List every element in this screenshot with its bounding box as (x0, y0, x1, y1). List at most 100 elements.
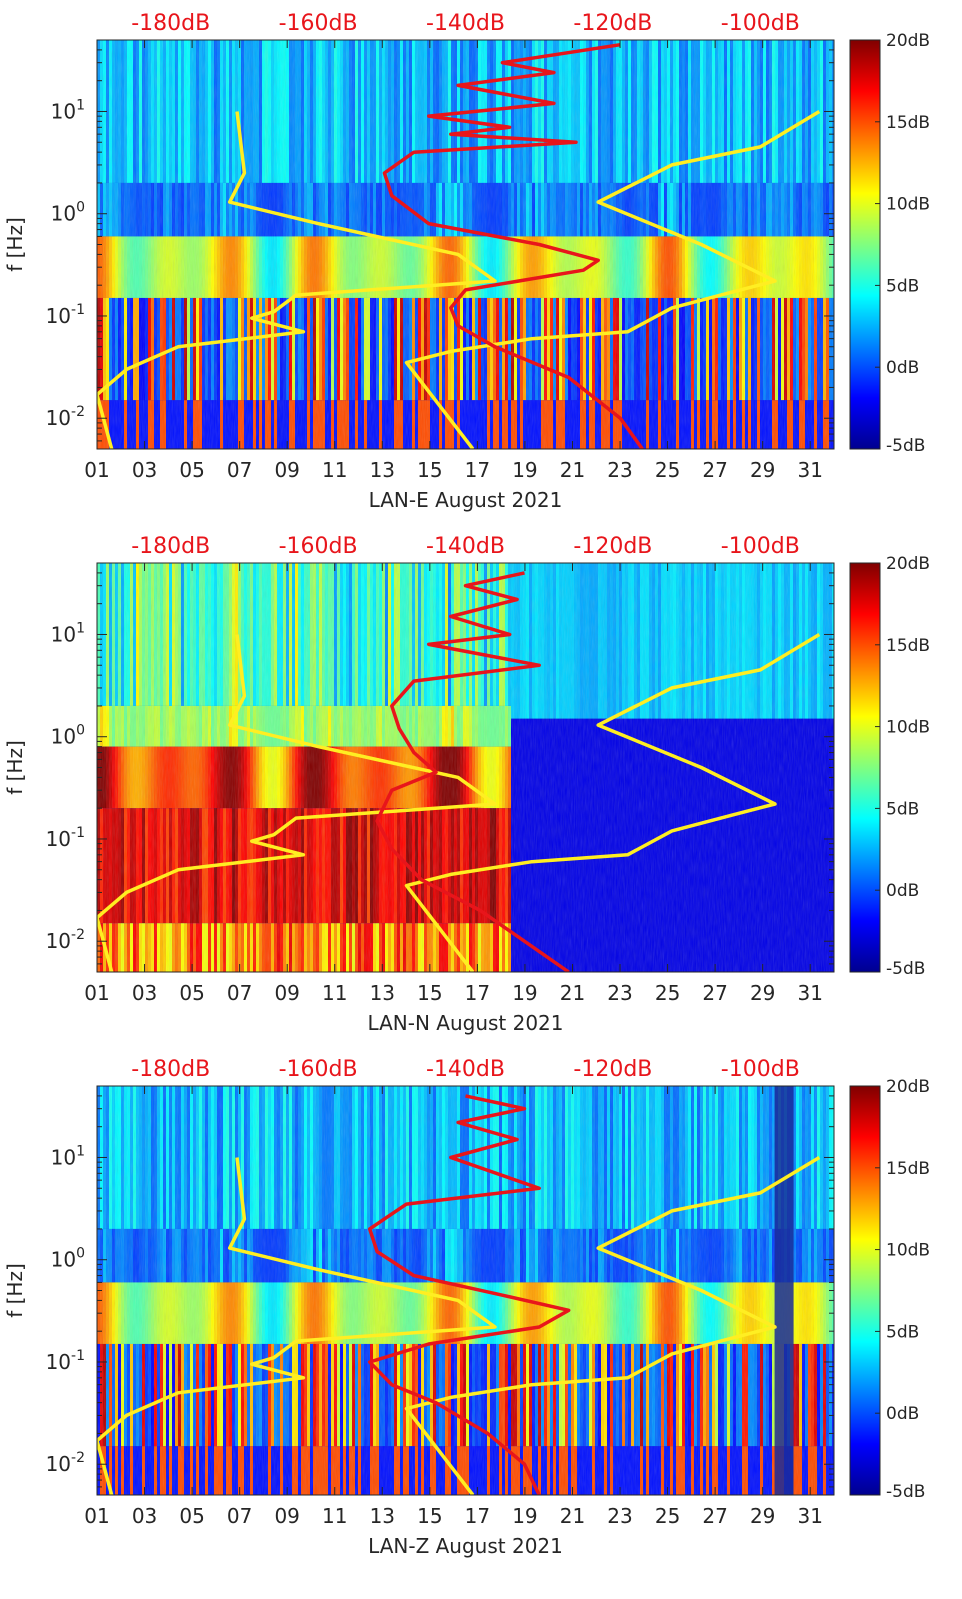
y-tick-label: 10-1 (46, 302, 85, 328)
y-tick-label: 10-2 (46, 927, 85, 953)
y-tick-base: 10 (51, 1145, 76, 1169)
x-tick-label: 03 (132, 1504, 157, 1528)
colorbar-tick-label: 10dB (886, 195, 930, 215)
x-tick-label: 27 (702, 1504, 727, 1528)
y-tick-exponent: 0 (76, 200, 85, 216)
median-psd-curve (367, 1094, 571, 1495)
y-tick-exponent: 1 (76, 97, 85, 113)
x-tick-label: 01 (84, 1504, 109, 1528)
x-tick-label: 17 (465, 981, 490, 1005)
y-tick-exponent: 0 (76, 1246, 85, 1262)
top-db-label: -120dB (573, 534, 652, 559)
y-tick-label: 100 (51, 1246, 85, 1272)
top-db-label: -100dB (721, 11, 800, 36)
x-tick-label: 11 (322, 458, 347, 482)
y-tick-exponent: -1 (71, 825, 85, 841)
x-tick-label: 07 (227, 981, 252, 1005)
y-tick-base: 10 (51, 202, 76, 226)
x-axis-title: LAN-E August 2021 (369, 488, 563, 512)
spectrogram-texture (97, 1086, 834, 1495)
y-tick-exponent: -1 (71, 302, 85, 318)
y-tick-label: 100 (51, 200, 85, 226)
x-tick-label: 03 (132, 981, 157, 1005)
x-tick-label: 07 (227, 1504, 252, 1528)
x-tick-label: 25 (655, 1504, 680, 1528)
x-tick-label: 19 (512, 981, 537, 1005)
top-db-label: -140dB (426, 534, 505, 559)
y-tick-exponent: 0 (76, 723, 85, 739)
top-db-label: -100dB (721, 534, 800, 559)
y-tick-base: 10 (51, 725, 76, 749)
y-axis-title: f [Hz] (3, 1263, 27, 1318)
y-tick-base: 10 (51, 99, 76, 123)
x-tick-label: 23 (607, 981, 632, 1005)
y-tick-label: 10-1 (46, 1348, 85, 1374)
y-tick-label: 10-2 (46, 404, 85, 430)
y-tick-base: 10 (51, 1248, 76, 1272)
x-axis-title: LAN-Z August 2021 (368, 1534, 563, 1558)
top-db-label: -140dB (426, 1057, 505, 1082)
top-db-label: -180dB (131, 534, 210, 559)
colorbar-tick-label: 0dB (886, 1404, 919, 1424)
plot-area (97, 563, 834, 972)
median-psd-curve (382, 42, 644, 449)
colorbar (849, 1085, 881, 1496)
y-tick-label: 101 (51, 97, 85, 123)
x-tick-label: 23 (607, 458, 632, 482)
x-tick-label: 23 (607, 1504, 632, 1528)
y-axis-title: f [Hz] (3, 217, 27, 272)
top-db-label: -140dB (426, 11, 505, 36)
plot-area (97, 1086, 834, 1495)
x-tick-label: 07 (227, 458, 252, 482)
x-tick-label: 05 (179, 458, 204, 482)
noise-model-curve (97, 632, 821, 972)
colorbar-tick-label: 15dB (886, 636, 930, 656)
x-tick-label: 29 (750, 981, 775, 1005)
x-tick-label: 27 (702, 981, 727, 1005)
x-tick-label: 21 (560, 981, 585, 1005)
x-tick-label: 31 (797, 458, 822, 482)
colorbar-tick-label: 0dB (886, 358, 919, 378)
spectrogram-texture (97, 563, 834, 972)
x-tick-label: 09 (274, 1504, 299, 1528)
x-tick-label: 31 (797, 1504, 822, 1528)
colorbar-tick-label: 20dB (886, 554, 930, 574)
y-tick-base: 10 (46, 304, 71, 328)
x-tick-label: 13 (370, 1504, 395, 1528)
top-db-label: -100dB (721, 1057, 800, 1082)
data-gap-band (774, 1086, 794, 1495)
x-tick-label: 03 (132, 458, 157, 482)
colorbar-tick-label: -5dB (886, 436, 925, 456)
y-tick-base: 10 (51, 622, 76, 646)
x-tick-label: 01 (84, 981, 109, 1005)
y-tick-exponent: -1 (71, 1348, 85, 1364)
colorbar-tick-label: 10dB (886, 718, 930, 738)
x-tick-label: 05 (179, 1504, 204, 1528)
y-tick-exponent: -2 (71, 1450, 85, 1466)
median-psd-curve (375, 571, 570, 972)
y-tick-exponent: 1 (76, 1143, 85, 1159)
noise-model-curve (97, 1155, 821, 1495)
top-db-label: -160dB (279, 534, 358, 559)
colorbar-tick-label: 15dB (886, 113, 930, 133)
top-db-label: -160dB (279, 11, 358, 36)
x-tick-label: 11 (322, 1504, 347, 1528)
x-tick-label: 19 (512, 1504, 537, 1528)
x-tick-label: 31 (797, 981, 822, 1005)
x-tick-label: 29 (750, 1504, 775, 1528)
x-tick-label: 21 (560, 1504, 585, 1528)
y-tick-exponent: -2 (71, 927, 85, 943)
x-tick-label: 15 (417, 458, 442, 482)
x-tick-label: 05 (179, 981, 204, 1005)
colorbar-tick-label: 10dB (886, 1241, 930, 1261)
x-tick-label: 11 (322, 981, 347, 1005)
y-tick-exponent: 1 (76, 620, 85, 636)
colorbar-tick-label: -5dB (886, 1482, 925, 1502)
x-tick-label: 13 (370, 458, 395, 482)
x-tick-label: 15 (417, 1504, 442, 1528)
y-tick-base: 10 (46, 1452, 71, 1476)
x-tick-label: 01 (84, 458, 109, 482)
y-tick-base: 10 (46, 929, 71, 953)
